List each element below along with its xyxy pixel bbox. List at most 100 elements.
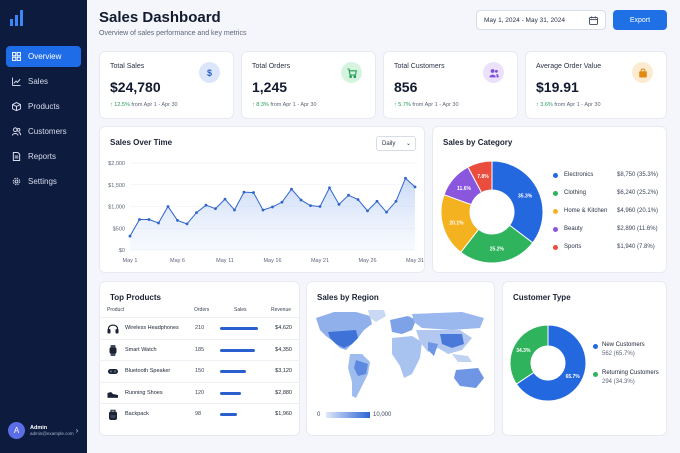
sidebar-item-sales[interactable]: Sales [6,71,81,92]
donut-slice[interactable] [509,324,549,385]
donut-slice[interactable] [491,160,544,244]
slice-percent-label: 34.3% [516,348,531,354]
data-point[interactable] [128,234,132,238]
export-button[interactable]: Export [613,10,667,30]
data-point[interactable] [347,193,350,197]
donut-slice[interactable] [467,160,493,194]
data-point[interactable] [271,205,274,209]
sales-bar [220,370,247,374]
data-point[interactable] [309,204,312,208]
region-se-asia [452,354,472,362]
arrow-up-icon: ↑ [394,102,397,108]
data-point[interactable] [385,210,388,214]
arrow-up-icon: ↑ [252,102,255,108]
product-revenue: $3,120 [275,368,292,375]
donut-slice[interactable] [460,224,534,264]
data-point[interactable] [252,191,255,194]
data-point[interactable] [404,176,407,180]
product-orders: 150 [195,368,205,375]
kpi-label: Average Order Value [536,63,602,70]
table-row[interactable]: Wireless Headphones 210 $4,620 [99,317,300,338]
data-point[interactable] [366,209,369,213]
data-point[interactable] [204,203,208,207]
data-point[interactable] [157,221,160,225]
kpi-label: Total Customers [394,63,445,70]
x-tick-label: May 26 [358,258,376,264]
data-point[interactable] [147,218,151,221]
data-point[interactable] [138,218,141,221]
sales-over-time-chart: $2,000 $1,500 $1,000 $500 $0 May 1 May 6 May 11… [108,161,424,264]
data-point[interactable] [166,205,170,208]
slice-percent-label: 7.8% [477,174,489,180]
data-point[interactable] [223,197,227,201]
legend-swatch [553,244,558,250]
y-tick-label: $0 [119,248,125,254]
data-point[interactable] [375,199,379,203]
table-row[interactable]: Bluetooth Speaker 150 $3,120 [99,360,300,381]
customer-type-donut: 65.7% 34.3% [509,324,587,402]
data-point[interactable] [356,198,360,201]
app-logo-icon[interactable] [10,10,24,26]
x-tick-label: May 1 [123,258,138,264]
legend-swatch [553,172,558,178]
region-scale-bar [326,412,370,418]
data-point[interactable] [337,202,341,206]
kpi-change-value: 12.5% [114,102,130,108]
data-point[interactable] [233,208,236,212]
chevron-right-icon[interactable]: › [75,426,79,435]
user-profile[interactable]: A Admin admin@example.com › [8,422,82,439]
legend-item[interactable]: Clothing $6,240 (25.2%) [553,190,658,196]
shoe-icon [107,391,118,398]
sidebar-item-settings[interactable]: Settings [6,171,81,192]
column-header-revenue: Revenue [271,307,292,313]
product-orders: 185 [195,346,205,353]
sidebar-item-products[interactable]: Products [6,96,81,117]
sales-bar [220,391,241,395]
legend-item[interactable]: Home & Kitchen $4,960 (20.1%) [553,208,658,214]
table-row[interactable]: Running Shoes 120 $2,880 [99,381,300,403]
gear-icon [12,177,21,186]
date-range-value: May 1, 2024 - May 31, 2024 [484,16,565,24]
world-map[interactable] [312,308,490,408]
legend-value: $4,960 (20.1%) [617,208,659,214]
granularity-select[interactable]: Daily ⌄ [376,136,416,151]
legend-item[interactable]: Sports $1,940 (7.8%) [553,244,658,250]
data-point[interactable] [394,199,398,203]
legend-item[interactable]: Electronics $8,750 (35.3%) [553,172,658,178]
kpi-change: ↑ 5.7% from Apr 1 - Apr 30 [394,102,459,108]
table-row[interactable]: Smart Watch 185 $4,350 [99,338,300,360]
data-point[interactable] [195,211,198,214]
date-range-picker[interactable]: May 1, 2024 - May 31, 2024 [476,10,606,30]
data-point[interactable] [328,186,331,190]
product-name: Backpack [125,411,149,418]
data-point[interactable] [413,185,417,189]
column-header-orders: Orders [194,307,210,313]
data-point[interactable] [185,222,189,226]
sidebar-item-customers[interactable]: Customers [6,121,81,142]
table-row[interactable]: Backpack 98 $1,960 [99,403,300,424]
users-icon [483,62,504,83]
kpi-card-total-sales: Total Sales $24,780 ↑ 12.5% from Apr 1 -… [99,51,234,119]
top-products-card: Top Products [99,281,300,436]
sidebar-item-reports[interactable]: Reports [6,146,81,167]
slice-percent-label: 20.1% [449,220,464,226]
legend-item[interactable]: Beauty $2,890 (11.6%) [553,226,658,232]
data-point[interactable] [280,200,284,204]
sidebar-item-overview[interactable]: Overview [6,46,81,67]
dollar-icon: $ [199,62,220,83]
legend-swatch [593,372,598,377]
data-point[interactable] [290,187,293,191]
data-point[interactable] [299,198,303,202]
data-point[interactable] [318,205,322,208]
region-china [440,334,464,348]
legend-value: 562 (65.7%) [602,351,635,357]
data-point[interactable] [242,190,246,194]
grid-icon [12,52,21,61]
data-point[interactable] [176,219,179,222]
column-header-sales: Sales [234,307,247,313]
user-name: Admin [30,425,48,431]
data-point[interactable] [214,207,217,211]
data-point[interactable] [261,208,265,212]
x-tick-label: May 21 [311,258,329,264]
donut-slice[interactable] [515,324,587,402]
